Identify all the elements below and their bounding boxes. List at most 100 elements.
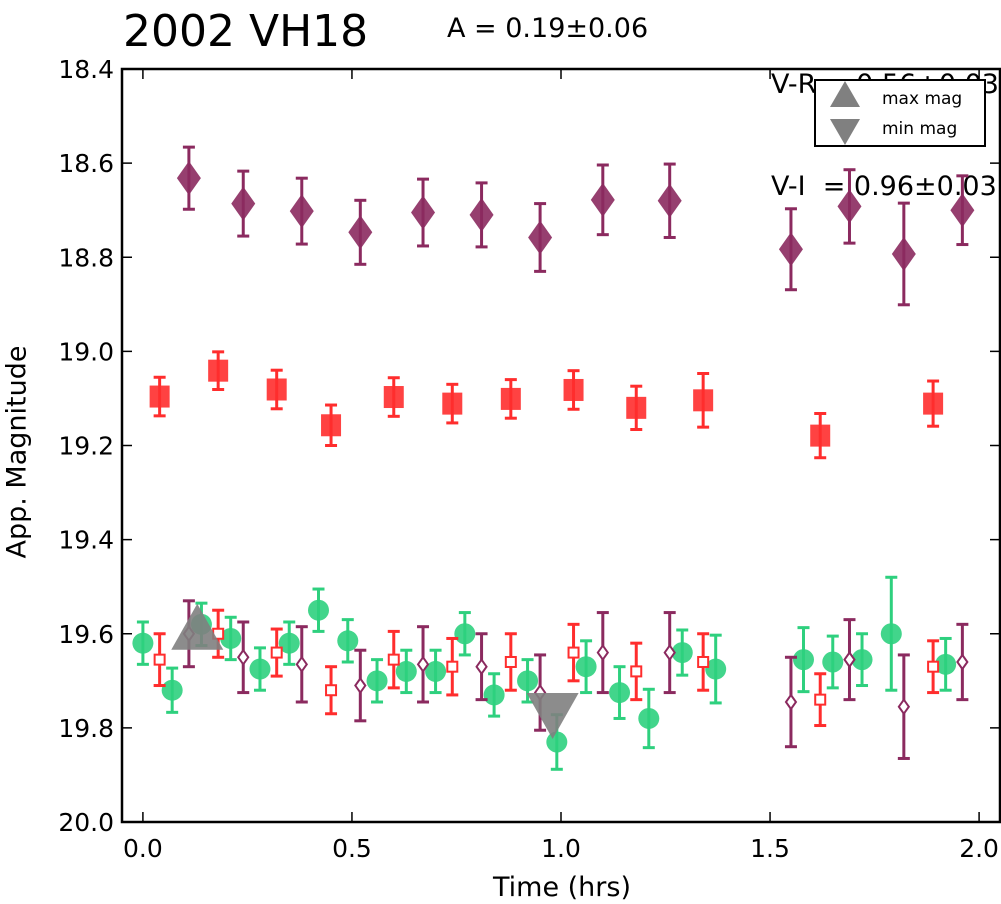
y-tick-label: 19.0 bbox=[58, 337, 114, 366]
square-point bbox=[208, 359, 229, 382]
y-tick-label: 19.6 bbox=[58, 620, 114, 649]
y-tick-label: 18.4 bbox=[58, 55, 114, 84]
circle-point bbox=[454, 623, 476, 645]
open-square-point bbox=[325, 684, 338, 697]
open-diamond-point bbox=[956, 653, 969, 671]
series bbox=[149, 350, 944, 460]
open-square-point bbox=[504, 655, 517, 668]
open-diamond-point bbox=[663, 643, 676, 662]
diamond-point bbox=[950, 193, 975, 228]
circle-point bbox=[161, 679, 183, 701]
square-point bbox=[626, 396, 647, 419]
circle-point bbox=[638, 707, 660, 729]
y-tick-label: 18.8 bbox=[58, 243, 114, 272]
open-square-point bbox=[153, 653, 166, 666]
diamond-point bbox=[469, 197, 494, 232]
circle-point bbox=[483, 684, 505, 706]
y-tick-label: 19.8 bbox=[58, 714, 114, 743]
legend-max-mag-icon bbox=[830, 81, 860, 107]
square-point bbox=[321, 414, 342, 437]
open-square-point bbox=[927, 660, 940, 673]
open-diamond-point bbox=[354, 676, 367, 695]
amplitude-label: A = 0.19±0.06 bbox=[447, 13, 649, 44]
axis-ticks: 0.0 0.5 1.0 1.5 2.0 18.4 18.6 18.8 19.0 19.2 19.4 1… bbox=[58, 55, 1000, 863]
x-tick-label: 1.5 bbox=[750, 834, 790, 863]
open-diamond-point bbox=[897, 697, 911, 716]
square-point bbox=[563, 378, 584, 401]
x-axis-label: Time (hrs) bbox=[492, 872, 632, 903]
open-diamond-point bbox=[475, 657, 488, 676]
x-tick-label: 0.5 bbox=[332, 834, 372, 863]
circle-point bbox=[249, 658, 271, 680]
series bbox=[526, 693, 579, 740]
y-tick-label: 20.0 bbox=[58, 808, 114, 837]
open-diamond-point bbox=[843, 650, 856, 669]
square-point bbox=[149, 385, 170, 408]
square-point bbox=[442, 392, 463, 415]
square-point bbox=[810, 424, 831, 447]
diamond-point bbox=[778, 232, 803, 267]
diamond-point bbox=[411, 195, 436, 230]
circle-point bbox=[425, 660, 447, 682]
circle-point bbox=[132, 632, 154, 654]
circle-point bbox=[220, 627, 242, 649]
plot-frame bbox=[120, 67, 1001, 824]
square-point bbox=[266, 378, 287, 401]
circle-point bbox=[705, 658, 727, 680]
square-point bbox=[693, 389, 714, 412]
color-vi-label: V-I = 0.96±0.03 bbox=[770, 171, 997, 202]
circle-point bbox=[609, 682, 631, 704]
square-point bbox=[383, 386, 404, 409]
diamond-point bbox=[348, 215, 373, 250]
circle-point bbox=[546, 731, 568, 753]
diamond-point bbox=[837, 189, 862, 224]
min-mag-marker bbox=[526, 693, 579, 740]
circle-point bbox=[671, 642, 693, 664]
open-square-point bbox=[567, 646, 580, 659]
diamond-point bbox=[590, 182, 615, 217]
diamond-point bbox=[176, 161, 201, 196]
open-diamond-point bbox=[237, 648, 250, 667]
circle-point bbox=[308, 599, 330, 621]
y-tick-label: 18.6 bbox=[58, 149, 114, 178]
open-diamond-point bbox=[596, 643, 610, 662]
x-tick-label: 1.0 bbox=[541, 834, 581, 863]
circle-point bbox=[337, 630, 359, 652]
series bbox=[132, 575, 957, 771]
diamond-point bbox=[528, 220, 553, 255]
open-square-point bbox=[630, 665, 643, 678]
circle-point bbox=[575, 656, 597, 678]
open-square-point bbox=[814, 693, 827, 706]
chart-title: 2002 VH18 bbox=[123, 6, 369, 57]
square-point bbox=[923, 392, 944, 415]
legend-label: min mag bbox=[882, 119, 957, 139]
diamond-point bbox=[289, 194, 314, 229]
diamond-point bbox=[231, 186, 256, 221]
open-square-point bbox=[270, 646, 283, 659]
circle-point bbox=[822, 651, 844, 673]
legend-min-mag-icon bbox=[830, 119, 860, 145]
legend: max mag min mag bbox=[814, 79, 986, 147]
circle-point bbox=[851, 649, 873, 671]
max-mag-marker bbox=[171, 603, 224, 650]
circle-point bbox=[517, 670, 539, 692]
open-square-point bbox=[697, 655, 710, 668]
diamond-point bbox=[891, 236, 916, 271]
circle-point bbox=[792, 649, 814, 671]
circle-point bbox=[935, 653, 957, 675]
y-tick-label: 19.4 bbox=[58, 526, 114, 555]
circle-point bbox=[366, 670, 388, 692]
y-tick-label: 19.2 bbox=[58, 432, 114, 461]
open-square-point bbox=[446, 660, 459, 673]
series bbox=[171, 603, 224, 650]
diamond-point bbox=[657, 183, 682, 218]
legend-label: max mag bbox=[882, 89, 962, 109]
open-diamond-point bbox=[295, 655, 309, 674]
circle-point bbox=[395, 660, 417, 682]
circle-point bbox=[880, 623, 902, 645]
open-square-point bbox=[387, 653, 400, 666]
open-diamond-point bbox=[784, 693, 798, 711]
data-marks bbox=[132, 145, 975, 771]
x-tick-label: 2.0 bbox=[959, 834, 999, 863]
